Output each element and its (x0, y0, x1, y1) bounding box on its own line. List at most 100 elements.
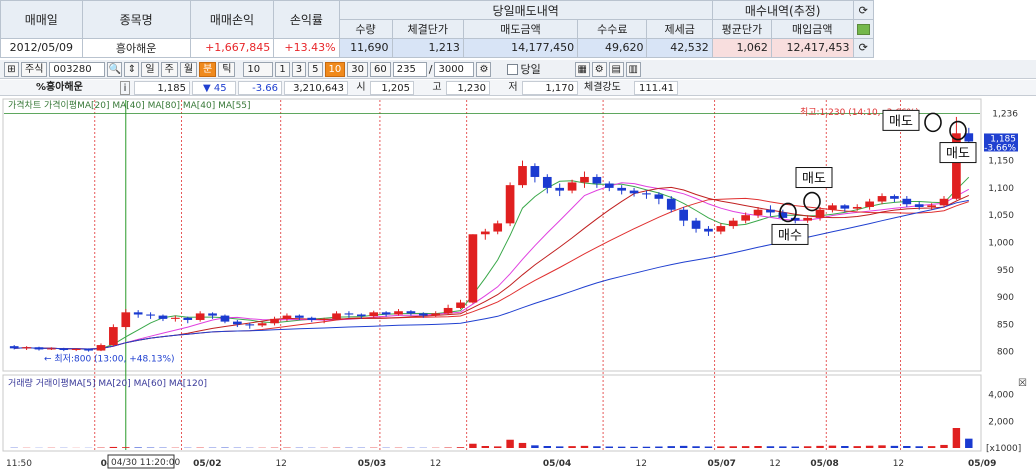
interval-5[interactable]: 5 (308, 61, 323, 77)
candle-26 (332, 313, 341, 319)
table-row[interactable]: 2012/05/09 흥아해운 +1,667,845 +13.43% 11,69… (0, 37, 875, 59)
tab-period-tick[interactable]: 틱 (218, 61, 236, 77)
prev-next-icon[interactable]: ⇕ (124, 61, 140, 77)
trade-summary-table: 매매일 종목명 매매손익 손익률 당일매도내역 매수내역(추정) ⟳ 수량 체결… (0, 0, 875, 59)
low-label: 저 (508, 82, 518, 93)
x-label-0: 11:50 (6, 459, 32, 469)
volume-bar-61 (766, 446, 775, 448)
total-count-input[interactable]: 3000 (434, 61, 475, 77)
tools-icon[interactable]: ▥ (625, 61, 641, 77)
tab-period-month[interactable]: 월 (179, 61, 198, 77)
interval-3[interactable]: 3 (291, 61, 307, 77)
candle-6 (84, 348, 93, 351)
candle-12 (158, 315, 168, 319)
cell-rate: +13.43% (273, 37, 340, 59)
x-label-2: 05/02 (193, 459, 221, 469)
tab-period-day[interactable]: 일 (141, 61, 159, 77)
col-tax: 제세금 (646, 19, 713, 39)
candle-31 (394, 311, 403, 315)
cell-qty: 11,690 (338, 37, 393, 59)
trade-label-0: 매수 (778, 228, 802, 243)
excel-icon[interactable] (852, 19, 875, 39)
trade-box-2 (882, 109, 920, 131)
volume-bar-52 (655, 446, 663, 448)
candle-39 (493, 223, 503, 232)
candle-70 (877, 196, 887, 202)
volume-bar-75 (940, 444, 948, 448)
candle-42 (530, 166, 540, 177)
volume-bar-69 (865, 445, 874, 448)
candle-23 (295, 315, 304, 318)
volume-legend: 거래량 거래이평MA[5] MA[20] MA[60] MA[120] (8, 377, 207, 389)
interval-select[interactable]: 10 (243, 61, 274, 77)
volume-bar-65 (816, 445, 824, 448)
x-label-12: 05/09 (968, 459, 996, 469)
cursor-label-box (107, 454, 175, 469)
candle-28 (356, 314, 366, 317)
settings-icon[interactable]: ⚙ (476, 61, 492, 77)
price-tick-850: 850 (997, 320, 1014, 330)
candle-37 (468, 234, 478, 303)
candle-64 (803, 217, 812, 221)
candle-58 (728, 220, 738, 227)
volume-bar-68 (853, 446, 861, 448)
high-annotation: 최고:1,230 (14:10, -3.66%) (800, 107, 919, 118)
price-info-bar: %흥아해운 i 1,185 ▼ 45 -3.66 3,210,643 시 1,2… (0, 80, 1036, 96)
volume-bar-73 (915, 446, 923, 448)
price-change: ▼ 45 (192, 81, 236, 95)
volume-tick-0: 4,000 (988, 391, 1014, 401)
candle-29 (369, 312, 379, 317)
volume-bar-38 (481, 446, 490, 448)
volume-tick-1: 2,000 (988, 417, 1014, 427)
volume-bar-63 (791, 446, 799, 448)
tab-period-minute[interactable]: 분 (199, 61, 217, 77)
interval-1[interactable]: 1 (275, 61, 290, 77)
config-icon[interactable]: ⚙ (591, 61, 607, 77)
market-select[interactable]: 주식 (21, 61, 48, 77)
x-label-5: 12 (430, 459, 441, 469)
volume-bar-58 (729, 446, 737, 448)
strength-label: 체결강도 (584, 82, 621, 93)
volume-bar-41 (518, 442, 527, 448)
candle-2 (34, 347, 44, 350)
interval-60[interactable]: 60 (370, 61, 391, 77)
open-label: 시 (356, 82, 366, 93)
current-price: 1,185 (134, 81, 190, 95)
today-checkbox[interactable] (507, 63, 519, 75)
trade-box-1 (795, 167, 833, 189)
col-sell-amount: 매도금액 (462, 19, 579, 39)
volume-bar-77 (965, 438, 973, 448)
close-icon[interactable]: ☒ (1018, 378, 1027, 389)
tab-period-week[interactable]: 주 (160, 61, 178, 77)
volume-bar-56 (704, 446, 713, 448)
print-icon[interactable]: ▤ (608, 61, 624, 77)
header-buy-estimate: 매수내역(추정) (711, 0, 854, 21)
cell-buy-amount: 12,417,453 (770, 37, 854, 59)
stock-code-input[interactable]: 003280 (49, 61, 106, 77)
volume-panel (2, 374, 982, 452)
info-icon[interactable]: i (120, 81, 130, 95)
refresh-icon[interactable]: ⟳ (852, 0, 875, 21)
search-icon[interactable]: 🔍 (107, 61, 123, 77)
bar-count-input[interactable]: 235 (392, 61, 427, 77)
candle-75 (939, 198, 949, 206)
volume-bar-36 (456, 447, 465, 448)
interval-10[interactable]: 10 (324, 61, 346, 77)
chart-type-icon[interactable]: ▦ (574, 61, 590, 77)
cursor-label: 04/30 11:20:00 (111, 458, 180, 468)
candle-41 (518, 166, 527, 186)
candle-43 (542, 176, 552, 188)
candle-57 (716, 226, 726, 232)
volume-bar-45 (568, 446, 576, 448)
candle-54 (679, 209, 688, 221)
candle-25 (319, 318, 329, 320)
trade-label-2: 매도 (889, 114, 913, 129)
volume-bar-9 (122, 447, 130, 448)
price-tick-900: 900 (997, 293, 1014, 303)
refresh-icon[interactable]: ⟳ (852, 37, 875, 59)
menu-icon[interactable]: ⊞ (4, 61, 19, 77)
stock-chart[interactable]: 최고:1,230 (14:10, -3.66%) ← 최저:800 (13:00,… (0, 96, 1036, 470)
volume-bar-37 (469, 443, 477, 448)
interval-30[interactable]: 30 (347, 61, 369, 77)
volume-bar-64 (803, 446, 812, 448)
